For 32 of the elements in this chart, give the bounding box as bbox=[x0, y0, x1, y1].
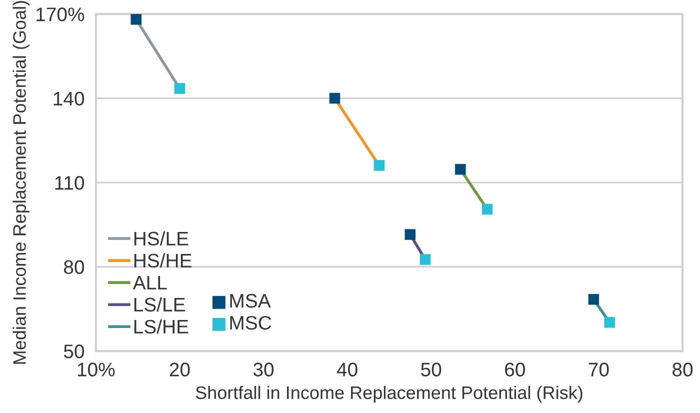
point bbox=[374, 160, 385, 171]
legend-label: HS/HE bbox=[134, 253, 192, 268]
point bbox=[482, 204, 493, 215]
point bbox=[455, 164, 466, 175]
legend-label: ALL bbox=[132, 276, 167, 290]
x-tick-label: 30 bbox=[253, 362, 274, 376]
point bbox=[404, 229, 416, 240]
legend-label: MSC bbox=[230, 316, 272, 330]
x-tick-label: 50 bbox=[421, 362, 442, 376]
point bbox=[174, 83, 186, 94]
legend-label: HS/LE bbox=[134, 231, 188, 246]
legend-label: MSA bbox=[230, 294, 271, 308]
point bbox=[130, 14, 142, 25]
point bbox=[420, 254, 431, 265]
legend-label: LS/HE bbox=[134, 319, 188, 334]
point bbox=[588, 294, 600, 305]
x-axis-title: Shortfall in Income Replacement Potential (Risk) bbox=[196, 386, 582, 403]
point bbox=[329, 92, 340, 104]
point bbox=[604, 317, 615, 328]
x-tick-label: 70 bbox=[588, 362, 609, 376]
y-tick-label: 50 bbox=[64, 344, 84, 358]
y-tick-label: 80 bbox=[64, 260, 84, 274]
x-tick-label: 40 bbox=[336, 362, 358, 376]
y-tick-label: 170% bbox=[36, 8, 84, 22]
x-tick-label: 10% bbox=[78, 362, 115, 376]
x-tick-label: 80 bbox=[672, 362, 693, 376]
legend-label: LS/LE bbox=[134, 297, 185, 312]
x-tick-label: 20 bbox=[170, 362, 190, 376]
y-axis-title: Median Income Replacement Potential (Goal) bbox=[12, 1, 30, 364]
y-tick-label: 110 bbox=[55, 176, 84, 190]
y-tick-label: 140 bbox=[54, 92, 84, 106]
x-tick-label: 60 bbox=[505, 362, 525, 376]
